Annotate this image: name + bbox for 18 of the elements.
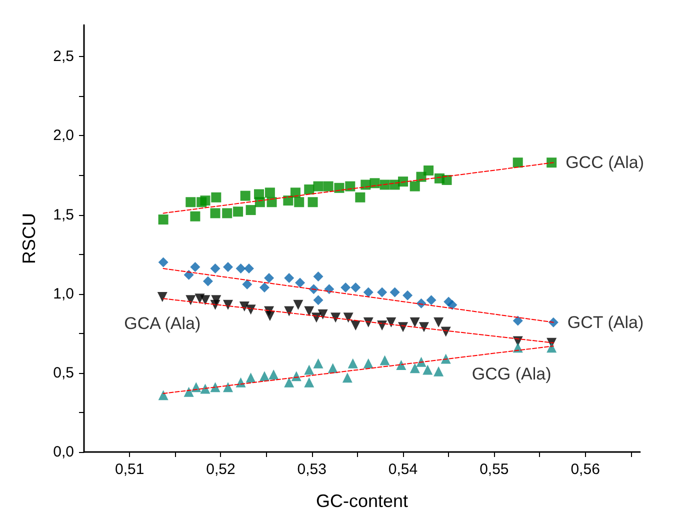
series-label: GCC (Ala) <box>566 153 644 172</box>
x-tick-label: 0,53 <box>297 461 326 478</box>
x-tick-label: 0,55 <box>480 461 509 478</box>
y-tick-label: 0,5 <box>53 364 74 382</box>
y-tick-label: 2,5 <box>53 48 74 66</box>
y-tick-label: 0,0 <box>53 444 74 460</box>
series-label: GCT (Ala) <box>567 312 644 332</box>
series-label: GCG (Ala) <box>472 364 552 384</box>
series-label: GCA (Ala) <box>124 314 201 334</box>
x-tick-label: 0,54 <box>388 461 418 478</box>
x-axis-title: GC-content <box>316 491 408 511</box>
x-tick-label: 0,56 <box>570 461 600 478</box>
x-tick-label: 0,52 <box>206 461 236 478</box>
y-tick-label: 1,5 <box>53 206 74 224</box>
y-tick-label: 1,0 <box>53 285 74 302</box>
y-axis-title: RSCU <box>19 212 39 264</box>
x-tick-label: 0,51 <box>114 461 144 478</box>
y-tick-label: 2,0 <box>53 127 74 144</box>
